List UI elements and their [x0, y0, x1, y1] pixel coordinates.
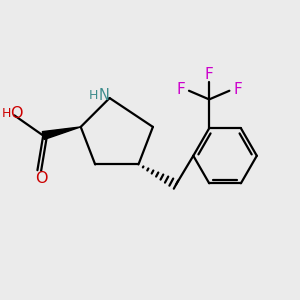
Text: F: F [176, 82, 185, 97]
Text: O: O [34, 171, 47, 186]
Polygon shape [42, 127, 81, 140]
Text: H: H [89, 89, 98, 102]
Text: H: H [2, 106, 11, 120]
Text: F: F [233, 82, 242, 97]
Text: F: F [205, 68, 214, 82]
Text: O: O [10, 106, 22, 121]
Text: N: N [99, 88, 110, 103]
